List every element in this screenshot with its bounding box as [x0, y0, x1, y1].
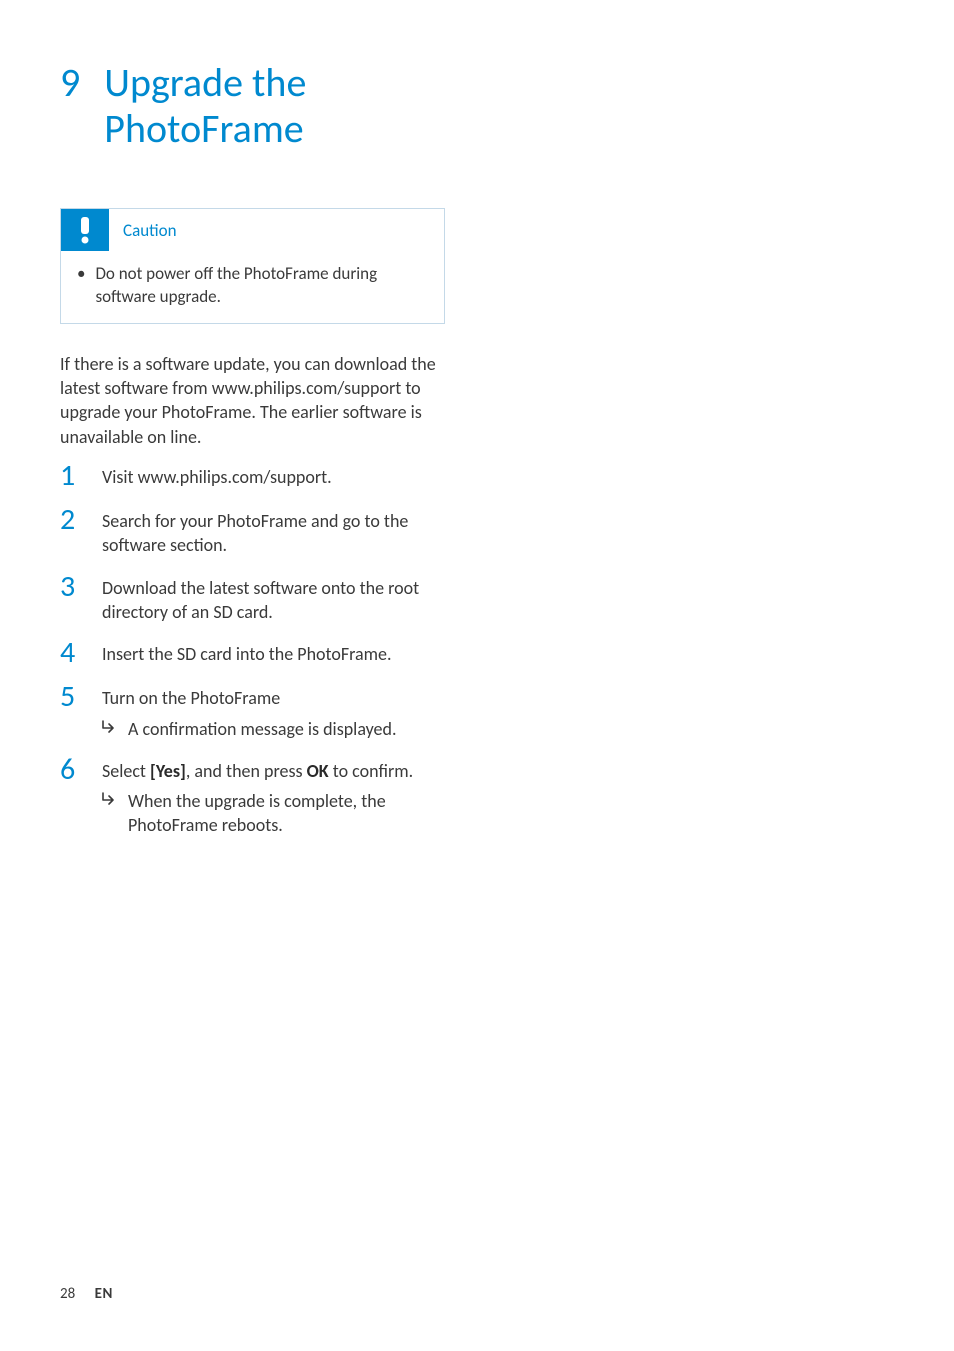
step-body: Search for your PhotoFrame and go to the… — [102, 505, 445, 558]
step-body: Insert the SD card into the PhotoFrame. — [102, 638, 392, 666]
chapter-title-line1: Upgrade the — [104, 60, 306, 106]
step-number: 6 — [60, 755, 80, 785]
page-language: EN — [95, 1285, 113, 1303]
content-column: 9 Upgrade the PhotoFrame Caution • Do no… — [60, 60, 445, 838]
page-number: 28 — [60, 1285, 75, 1303]
step-1: 1 Visit www.philips.com/support. — [60, 461, 445, 491]
page-footer: 28 EN — [60, 1285, 113, 1303]
step-text-post: to confirm. — [329, 760, 414, 782]
caution-box: Caution • Do not power off the PhotoFram… — [60, 208, 445, 324]
chapter-title: 9 Upgrade the PhotoFrame — [60, 60, 445, 152]
step-number: 5 — [60, 682, 80, 712]
caution-icon — [61, 209, 109, 251]
step-4: 4 Insert the SD card into the PhotoFrame… — [60, 638, 445, 668]
step-text-pre: Select — [102, 760, 150, 782]
step-number: 3 — [60, 572, 80, 602]
step-2: 2 Search for your PhotoFrame and go to t… — [60, 505, 445, 558]
caution-header: Caution — [61, 209, 444, 251]
step-text-mid: , and then press — [186, 760, 307, 782]
step-text: Turn on the PhotoFrame — [102, 687, 280, 709]
caution-text: Do not power off the PhotoFrame during s… — [95, 263, 428, 309]
result-arrow-icon — [102, 720, 118, 734]
caution-label: Caution — [109, 220, 177, 241]
step-body: Select [Yes], and then press OK to confi… — [102, 755, 445, 838]
step-text-bold2: OK — [307, 760, 329, 782]
result-text: When the upgrade is complete, the PhotoF… — [128, 789, 445, 838]
step-text-bold1: [Yes] — [150, 760, 186, 782]
chapter-title-text: Upgrade the PhotoFrame — [104, 60, 306, 152]
step-number: 2 — [60, 505, 80, 535]
result-arrow-icon — [102, 792, 118, 806]
step-number: 1 — [60, 461, 80, 491]
step-5: 5 Turn on the PhotoFrame A confirmation … — [60, 682, 445, 741]
step-body: Download the latest software onto the ro… — [102, 572, 445, 625]
intro-paragraph: If there is a software update, you can d… — [60, 352, 445, 449]
result-text: A confirmation message is displayed. — [128, 717, 397, 741]
step-3: 3 Download the latest software onto the … — [60, 572, 445, 625]
chapter-number: 9 — [60, 60, 80, 106]
caution-bullet: • — [77, 263, 85, 309]
step-number: 4 — [60, 638, 80, 668]
step-body: Turn on the PhotoFrame A confirmation me… — [102, 682, 397, 741]
step-6: 6 Select [Yes], and then press OK to con… — [60, 755, 445, 838]
step-body: Visit www.philips.com/support. — [102, 461, 332, 489]
caution-body: • Do not power off the PhotoFrame during… — [61, 251, 444, 323]
chapter-title-line2: PhotoFrame — [104, 106, 306, 152]
step-result: A confirmation message is displayed. — [102, 717, 397, 741]
step-result: When the upgrade is complete, the PhotoF… — [102, 789, 445, 838]
